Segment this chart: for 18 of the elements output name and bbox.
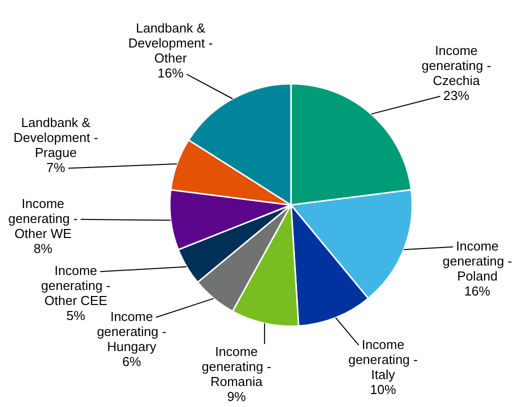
slice-label: Income generating - Italy — [348, 336, 418, 382]
data-label: 6% — [122, 354, 142, 369]
data-label: 16% — [464, 284, 491, 298]
data-label: 7% — [46, 160, 66, 175]
data-label: 16% — [158, 66, 184, 81]
slice-label: Income generating - Romania — [202, 344, 272, 390]
slice-label: Landbank & Development - Prague — [14, 114, 98, 160]
slice-label: Income generating - Hungary — [96, 308, 166, 354]
slice-label: Income generating - Other WE — [8, 196, 78, 242]
data-label: 23% — [443, 88, 470, 103]
slice-label: Income generating - Other CEE — [41, 263, 111, 308]
data-label: 8% — [34, 241, 53, 256]
slice-label: Landbank & Development - Other — [128, 20, 213, 66]
data-label: 10% — [370, 382, 396, 397]
data-label: 5% — [66, 308, 86, 324]
slice-label: Income generating - Poland — [442, 238, 512, 284]
data-label: 9% — [227, 389, 246, 404]
slice-label: Income generating - Czechia — [422, 42, 492, 88]
